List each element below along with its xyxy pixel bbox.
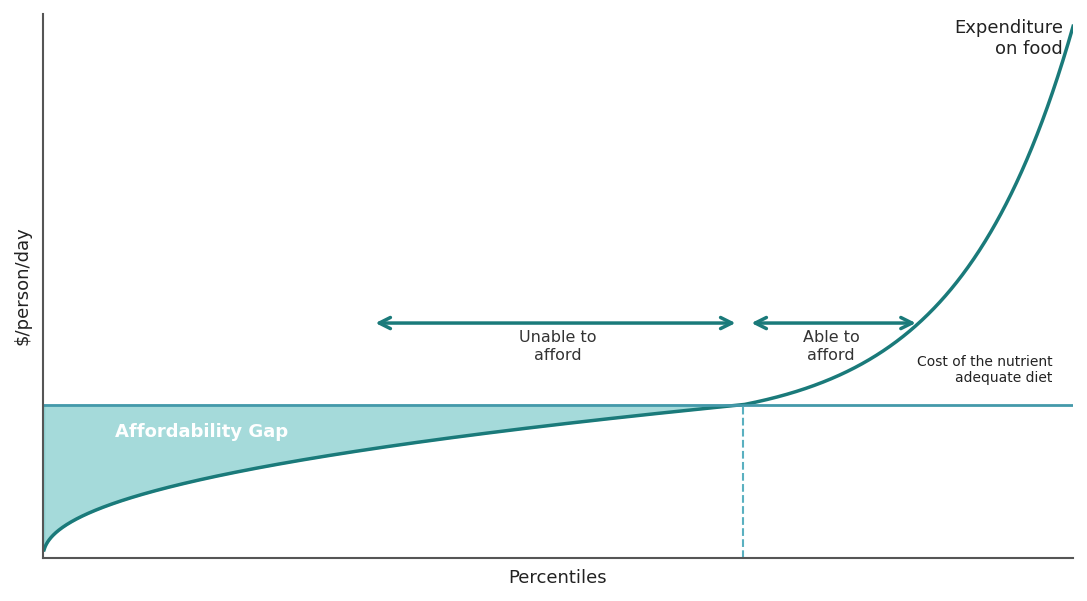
X-axis label: Percentiles: Percentiles [509, 569, 608, 587]
Text: Unable to
afford: Unable to afford [520, 331, 597, 363]
Text: Expenditure
on food: Expenditure on food [953, 19, 1063, 58]
Y-axis label: $/person/day: $/person/day [14, 227, 32, 346]
Text: Cost of the nutrient
adequate diet: Cost of the nutrient adequate diet [916, 355, 1052, 385]
Text: Able to
afford: Able to afford [802, 331, 860, 363]
Text: Affordability Gap: Affordability Gap [115, 423, 288, 441]
